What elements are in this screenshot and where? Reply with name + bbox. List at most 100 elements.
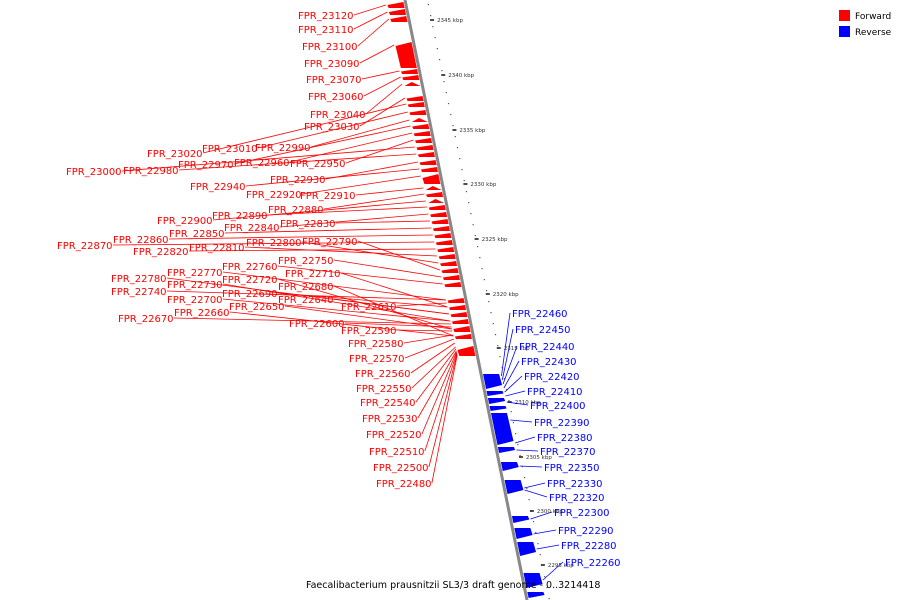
forward-gene-label: FPR_22890 [212,211,268,222]
reverse-leader-line [504,375,523,393]
forward-gene-label: FPR_22700 [167,295,223,306]
forward-leader-line [277,265,443,285]
scale-dot [537,543,539,545]
scale-dot [508,400,510,402]
scale-dot [526,488,528,490]
scale-dot [454,136,456,138]
forward-gene-label: FPR_22970 [178,160,234,171]
scale-dot [434,37,436,39]
scale-dot [512,422,515,424]
axis-tick-label: 2310 kbp [515,400,541,406]
forward-leader-line [357,18,390,47]
scale-dot [441,70,443,72]
reverse-gene-label: FPR_22400 [530,401,586,412]
forward-gene-label: FPR_22770 [167,268,223,279]
reverse-gene [527,592,545,598]
scale-dot [465,191,468,193]
forward-gene [453,326,471,332]
forward-gene-label: FPR_23020 [147,149,203,160]
reverse-leader-line [542,561,564,581]
forward-leader-line [344,322,452,328]
scale-dot [436,48,438,50]
forward-gene [425,186,442,190]
scale-dot [499,356,501,358]
reverse-gene-label: FPR_22460 [512,309,568,320]
forward-leader-line [112,241,435,246]
forward-gene-label: FPR_22550 [356,384,412,395]
forward-gene-label: FPR_22900 [157,216,213,227]
axis-tick-label: 2325 kbp [482,237,508,243]
forward-gene-label: FPR_22640 [278,295,334,306]
reverse-gene-label: FPR_22260 [565,558,621,569]
forward-leader-line [284,305,452,330]
forward-gene-label: FPR_22570 [349,354,405,365]
forward-gene [437,247,455,252]
forward-gene [435,240,453,245]
forward-gene-label: FPR_23070 [306,75,362,86]
forward-leader-line [415,348,457,403]
reverse-leader-line [536,544,560,550]
forward-gene [401,69,419,74]
forward-leader-line [345,139,414,164]
forward-gene [415,138,433,143]
forward-gene [449,305,467,310]
scale-dot [535,532,537,534]
forward-gene [441,268,459,273]
axis-tick-label: 2315 kbp [504,346,530,352]
forward-leader-line [404,338,455,359]
reverse-gene-label: FPR_22320 [549,493,605,504]
forward-gene-label: FPR_22810 [189,243,245,254]
forward-leader-line [396,302,447,307]
reverse-leader-line [530,511,553,520]
forward-gene [444,282,462,287]
reverse-gene [504,480,524,494]
forward-gene [387,2,405,8]
forward-gene-label: FPR_22930 [270,175,326,186]
reverse-gene [500,462,519,471]
forward-gene [417,152,435,157]
reverse-gene [483,374,503,389]
forward-leader-line [229,311,454,337]
reverse-gene [490,413,514,445]
scale-dot [510,411,512,413]
forward-gene-label: FPR_22530 [362,414,418,425]
forward-gene-label: FPR_22750 [278,256,334,267]
forward-leader-line [424,352,458,452]
scale-dot [483,279,485,281]
forward-gene-label: FPR_22790 [302,237,358,248]
genome-backbone [403,0,529,600]
forward-gene-label: FPR_22480 [376,479,432,490]
forward-gene-label: FPR_23120 [298,11,354,22]
reverse-leader-line [514,436,536,444]
forward-leader-line [431,354,458,484]
forward-gene [428,205,446,210]
scale-dot [432,26,434,28]
forward-gene-label: FPR_23060 [308,92,364,103]
reverse-gene-label: FPR_22440 [519,342,575,353]
forward-gene [407,102,425,107]
axis-tick-label: 2330 kbp [470,182,496,188]
forward-gene-label: FPR_22820 [133,247,189,258]
scale-dot [430,15,432,17]
forward-gene-label: FPR_23000 [66,167,122,178]
forward-gene-label: FPR_22560 [355,369,411,380]
reverse-gene [497,447,516,453]
reverse-gene-label: FPR_22390 [534,418,590,429]
scale-dot [474,235,476,237]
forward-gene [457,346,476,356]
reverse-gene [489,406,507,411]
forward-gene-label: FPR_22650 [229,302,285,313]
forward-gene [409,110,427,115]
reverse-gene [487,398,506,404]
forward-gene-label: FPR_22800 [246,238,302,249]
reverse-leader-line [503,360,520,389]
reverse-gene-label: FPR_22330 [547,479,603,490]
reverse-gene [523,573,543,588]
forward-gene-label: FPR_22840 [224,223,280,234]
reverse-gene-label: FPR_22350 [544,463,600,474]
scale-dot [485,290,488,292]
forward-gene [431,219,449,224]
reverse-leader-line [510,419,533,423]
forward-leader-line [224,227,432,234]
axis-tick-label: 2335 kbp [459,128,485,134]
